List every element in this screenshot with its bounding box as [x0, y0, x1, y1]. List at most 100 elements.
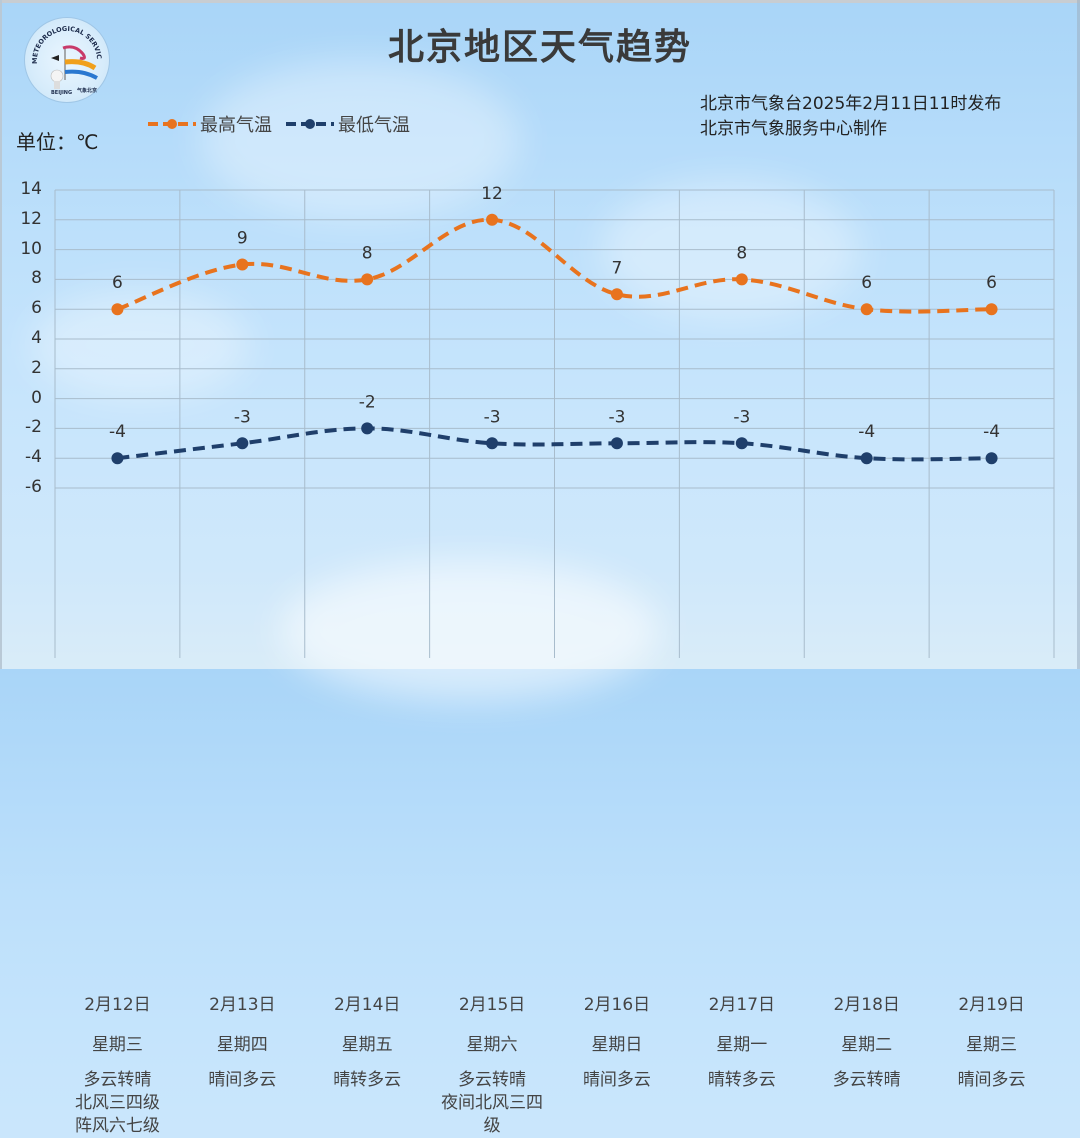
- forecast-column: 2月19日星期三晴间多云: [929, 488, 1054, 1090]
- high-temp-line: [116, 217, 992, 314]
- forecast-weather-line: 夜间北风三四: [441, 1093, 544, 1113]
- high-temp-label: 7: [612, 258, 623, 278]
- high-temp-marker: [735, 273, 748, 286]
- forecast-weather-line: 晴转多云: [333, 1070, 402, 1090]
- publisher-info: 北京市气象台2025年2月11日11时发布 北京市气象服务中心制作: [700, 92, 1001, 142]
- low-temp-label: -4: [858, 422, 875, 442]
- unit-label: 单位：℃: [16, 130, 99, 154]
- forecast-weather: 多云转晴夜间北风三四级: [430, 1069, 555, 1138]
- temperature-line-chart: 6 9 8 12 7 8 6 6 -4 -3 -2 -3 -3 -3 -4 -4: [54, 184, 1055, 658]
- forecast-weather-line: 多云转晴: [458, 1070, 527, 1090]
- low-temp-label: -3: [234, 407, 251, 427]
- high-temp-marker: [361, 273, 374, 286]
- forecast-weather-line: 级: [483, 1116, 501, 1136]
- high-temp-label: 9: [237, 229, 248, 249]
- y-tick-label: 2: [31, 357, 42, 378]
- low-temp-marker: [486, 437, 499, 450]
- high-temp-label: 8: [362, 243, 373, 263]
- forecast-weather: 晴间多云: [929, 1069, 1054, 1092]
- low-temp-line: [117, 426, 992, 462]
- forecast-column: 2月17日星期一晴转多云: [679, 488, 804, 1090]
- y-tick-label: -2: [25, 417, 42, 438]
- meteorological-service-logo: METEOROLOGICAL SERVICE BEIJING 气象北京: [24, 17, 110, 103]
- forecast-weather: 晴转多云: [305, 1069, 430, 1092]
- forecast-column: 2月18日 星期二 多云转晴: [804, 488, 929, 1090]
- forecast-weekday: 星期三: [91, 1035, 143, 1055]
- forecast-date: 2月19日: [958, 995, 1025, 1015]
- low-temp-label: -3: [484, 407, 501, 427]
- low-temp-marker: [985, 452, 998, 465]
- forecast-weather: 晴间多云: [555, 1069, 680, 1092]
- low-temp-label: -2: [359, 392, 376, 412]
- cloud-decoration: [200, 60, 520, 220]
- publisher-line-2: 北京市气象服务中心制作: [700, 119, 887, 139]
- high-temp-label: 8: [736, 243, 747, 263]
- low-temp-marker: [361, 422, 374, 435]
- y-tick-label: -4: [25, 447, 42, 468]
- low-temp-label: -4: [983, 422, 1000, 442]
- forecast-date: 2月16日: [583, 995, 651, 1015]
- y-tick-label: 14: [20, 179, 42, 199]
- legend-label-low: 最低气温: [338, 115, 410, 136]
- low-temp-label: -4: [109, 422, 126, 442]
- low-temp-marker: [236, 437, 249, 450]
- forecast-column: 2月13日 星期四 晴间多云: [180, 488, 305, 1090]
- forecast-weekday: 星期二: [841, 1035, 893, 1055]
- y-tick-label: 10: [20, 238, 42, 259]
- forecast-weather-line: 晴间多云: [582, 1070, 651, 1090]
- forecast-weekday: 星期日: [591, 1035, 643, 1055]
- forecast-weather-line: 晴间多云: [208, 1070, 277, 1090]
- logo-icon: METEOROLOGICAL SERVICE BEIJING 气象北京: [25, 18, 103, 96]
- forecast-weather: 晴间多云: [180, 1069, 305, 1092]
- low-temp-marker: [610, 437, 623, 450]
- forecast-date: 2月15日: [458, 995, 526, 1015]
- svg-text:BEIJING: BEIJING: [51, 90, 72, 96]
- forecast-date: 2月14日: [333, 995, 401, 1015]
- low-temp-marker: [860, 452, 873, 465]
- publisher-line-1: 北京市气象台2025年2月11日11时发布: [700, 94, 1002, 114]
- left-border: [0, 0, 2, 669]
- forecast-column: 2月15日星期六多云转晴夜间北风三四级: [430, 488, 555, 1136]
- forecast-weather-line: 晴转多云: [707, 1070, 776, 1090]
- high-temp-label: 6: [112, 273, 123, 293]
- y-tick-label: 12: [20, 208, 42, 229]
- high-temp-label: 12: [481, 184, 503, 204]
- low-temp-label: -3: [608, 407, 625, 427]
- top-border: [0, 0, 1080, 3]
- forecast-weather-line: 阵风六七级: [74, 1116, 160, 1136]
- forecast-weather: 多云转晴北风三四级阵风六七级: [55, 1069, 180, 1138]
- forecast-date: 2月12日: [84, 995, 151, 1015]
- high-temp-marker: [985, 303, 998, 316]
- forecast-weather-line: 多云转晴: [832, 1070, 901, 1090]
- forecast-date: 2月17日: [708, 995, 776, 1015]
- forecast-column: 2月12日星期三多云转晴北风三四级阵风六七级: [55, 488, 180, 1136]
- right-border: [1077, 0, 1080, 669]
- y-tick-label: 8: [31, 268, 42, 289]
- forecast-weekday: 星期一: [716, 1035, 768, 1055]
- svg-text:气象北京: 气象北京: [76, 87, 97, 94]
- forecast-column: 2月14日星期五晴转多云: [305, 488, 430, 1090]
- y-tick-label: 4: [31, 328, 42, 348]
- high-temp-marker: [610, 288, 623, 301]
- legend-item-low: 最低气温: [286, 111, 410, 137]
- forecast-weather-line: 多云转晴: [83, 1070, 152, 1090]
- chart-legend: 最高气温 最低气温: [148, 111, 424, 137]
- high-temp-marker: [236, 258, 249, 271]
- y-tick-label: 0: [31, 387, 42, 408]
- high-temp-label: 6: [861, 273, 872, 293]
- forecast-date: 2月13日: [209, 995, 276, 1015]
- legend-low-line-icon: [286, 119, 334, 129]
- cloud-decoration: [30, 290, 250, 400]
- forecast-column: 2月16日星期日晴间多云: [555, 488, 680, 1090]
- forecast-weather-line: 北风三四级: [74, 1093, 160, 1113]
- low-temp-marker: [111, 452, 124, 465]
- y-tick-label: 6: [31, 298, 42, 319]
- forecast-weekday: 星期六: [466, 1035, 518, 1055]
- forecast-weather: 晴转多云: [679, 1069, 804, 1092]
- high-temp-marker: [860, 303, 873, 316]
- forecast-weekday: 星期五: [341, 1035, 393, 1055]
- forecast-weekday: 星期三: [966, 1035, 1018, 1055]
- high-temp-marker: [111, 303, 124, 316]
- legend-high-line-icon: [148, 119, 196, 129]
- low-temp-marker: [735, 437, 748, 450]
